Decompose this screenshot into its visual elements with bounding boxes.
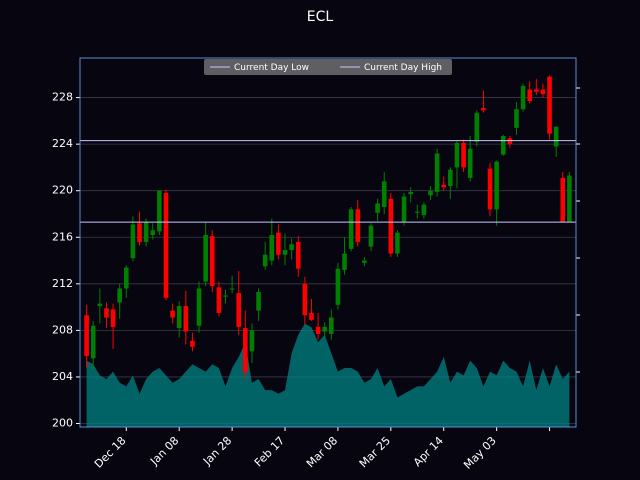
candle-body	[137, 223, 142, 242]
y-tick-label: 208	[52, 323, 73, 336]
chart-title: ECL	[307, 9, 334, 25]
y-tick-label: 228	[52, 91, 73, 104]
candle-body	[229, 288, 235, 290]
candle-body	[567, 175, 572, 223]
legend-label: Current Day Low	[234, 63, 309, 73]
candle-body	[348, 209, 354, 249]
candle-body	[514, 109, 519, 128]
y-tick-label: 224	[52, 137, 73, 150]
candle-body	[223, 295, 228, 297]
plot-frame	[79, 57, 577, 428]
candle-body	[527, 89, 533, 102]
candle-body	[209, 236, 215, 287]
candle-body	[375, 203, 380, 213]
candle-body	[454, 142, 460, 168]
candle-body	[157, 190, 162, 232]
candle-body	[289, 244, 294, 251]
candle-body	[534, 89, 539, 92]
candle-body	[84, 315, 89, 356]
volume-area	[86, 323, 570, 427]
candle-body	[190, 340, 195, 347]
legend-box	[204, 59, 452, 75]
candle-body	[196, 288, 202, 326]
y-tick-label: 220	[52, 184, 73, 197]
candle-body	[487, 168, 493, 210]
candle-body	[203, 234, 208, 282]
y-tick-label: 212	[52, 277, 73, 290]
candle-body	[322, 326, 327, 332]
candle-body	[474, 112, 480, 142]
candle-body	[368, 225, 374, 247]
candle-body	[276, 232, 281, 255]
candle-body	[560, 177, 566, 223]
candle-body	[176, 305, 182, 329]
candle-body	[216, 287, 222, 313]
candle-body	[428, 190, 433, 196]
candle-body	[90, 325, 96, 359]
candle-body	[481, 108, 486, 111]
candle-body	[236, 293, 242, 327]
candle-body	[401, 196, 407, 223]
candle-body	[421, 204, 427, 216]
candle-body	[467, 148, 473, 178]
y-tick-label: 200	[52, 417, 73, 430]
candle-body	[553, 126, 559, 147]
candle-body	[441, 184, 447, 188]
candle-body	[315, 326, 321, 334]
candle-body	[104, 308, 109, 318]
candle-body	[381, 181, 387, 207]
candle-body	[461, 142, 466, 168]
candle-body	[362, 260, 367, 263]
candle-body	[143, 222, 149, 242]
legend-label: Current Day High	[364, 63, 442, 73]
candle-body	[183, 305, 189, 332]
candle-body	[414, 211, 420, 213]
candle-body	[295, 241, 301, 269]
candle-body	[335, 268, 341, 305]
candle-body	[130, 224, 136, 259]
candle-body	[282, 250, 288, 255]
candle-body	[448, 169, 453, 187]
candle-body	[520, 85, 526, 110]
candle-body	[150, 230, 156, 235]
legend: Current Day Low Current Day High	[204, 59, 452, 75]
y-tick-label: 204	[52, 370, 73, 383]
candle-body	[434, 153, 440, 192]
y-tick-label: 216	[52, 230, 73, 243]
candle-body	[395, 232, 400, 254]
candle-body	[97, 303, 103, 306]
candle-body	[123, 267, 129, 289]
candle-body	[408, 191, 413, 195]
candle-body	[500, 135, 506, 155]
candle-body	[540, 89, 546, 95]
candle-body	[170, 310, 175, 318]
candle-body	[302, 283, 308, 316]
candle-body	[329, 317, 334, 334]
candle-body	[547, 76, 552, 134]
candle-body	[342, 253, 347, 270]
candle-body	[117, 288, 122, 303]
candle-body	[262, 254, 268, 267]
candle-body	[243, 328, 248, 373]
candle-body	[309, 312, 314, 320]
candle-body	[110, 309, 116, 327]
candle-body	[507, 138, 513, 145]
candle-body	[494, 161, 499, 210]
candle-body	[249, 330, 255, 352]
candle-body	[256, 291, 261, 311]
candle-body	[163, 193, 169, 298]
candle-body	[388, 198, 394, 254]
candle-body	[269, 234, 275, 261]
candle-body	[355, 209, 361, 242]
